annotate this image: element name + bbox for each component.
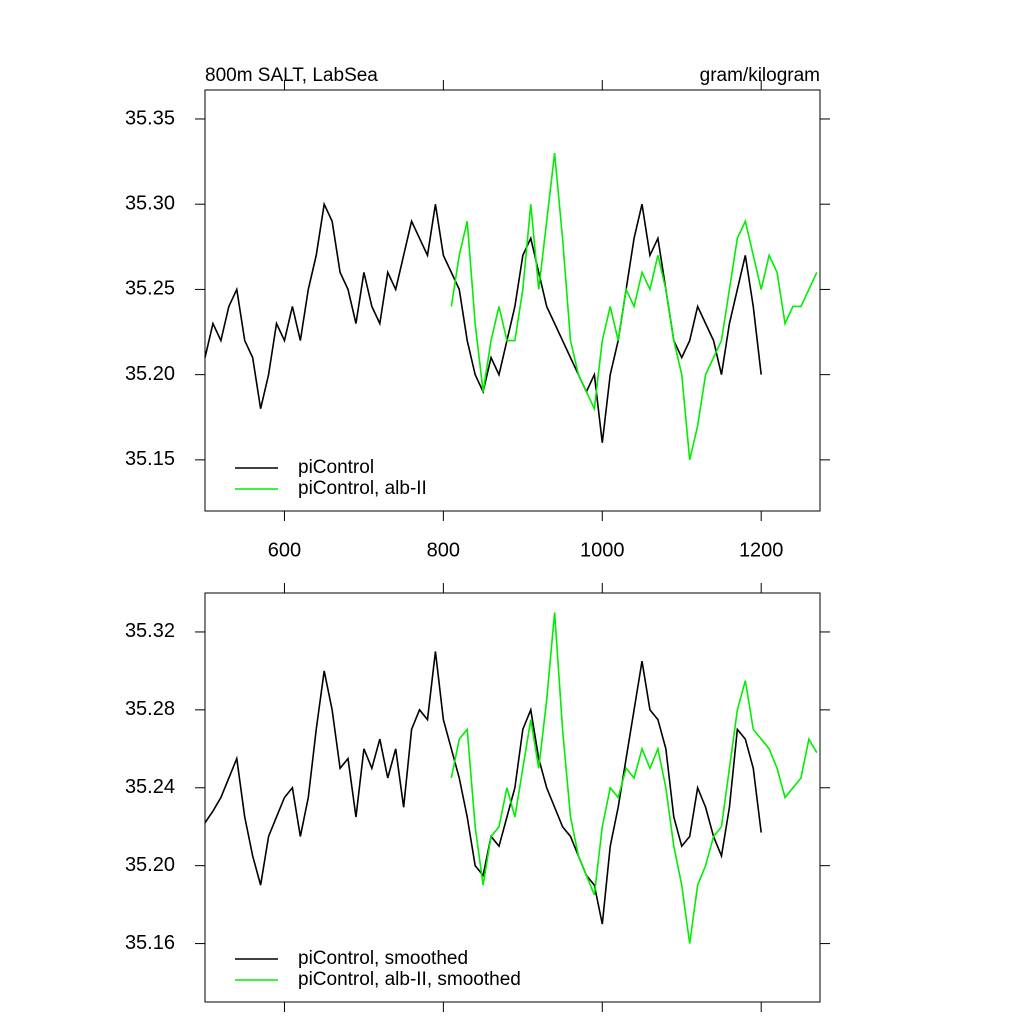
chart-title: 800m SALT, LabSea: [205, 65, 378, 86]
x-tick-label: 800: [427, 539, 460, 561]
y-tick-label: 35.20: [125, 363, 175, 385]
y-tick-label: 35.16: [125, 932, 175, 954]
y-tick-label: 35.24: [125, 776, 175, 798]
series-line: [204, 651, 762, 925]
x-tick-label: 1200: [739, 539, 784, 561]
plot-frame: [204, 89, 821, 512]
legend-label: piControl, alb-II, smoothed: [298, 969, 521, 990]
plot-frame: [204, 592, 821, 1003]
y-tick-label: 35.15: [125, 448, 175, 470]
y-tick-label: 35.25: [125, 278, 175, 300]
legend-label: piControl, alb-II: [298, 478, 427, 499]
y-tick-label: 35.20: [125, 854, 175, 876]
y-tick-label: 35.32: [125, 620, 175, 642]
y-tick-label: 35.35: [125, 107, 175, 129]
x-tick-label: 600: [268, 539, 301, 561]
y-tick-label: 35.30: [125, 192, 175, 214]
legend-label: piControl: [298, 457, 374, 478]
y-tick-label: 35.28: [125, 698, 175, 720]
legend-label: piControl, smoothed: [298, 948, 468, 969]
series-line: [204, 201, 762, 443]
series-line: [450, 152, 818, 461]
x-tick-label: 1000: [580, 539, 625, 561]
units-label: gram/kilogram: [700, 65, 820, 86]
series-line: [450, 612, 818, 944]
